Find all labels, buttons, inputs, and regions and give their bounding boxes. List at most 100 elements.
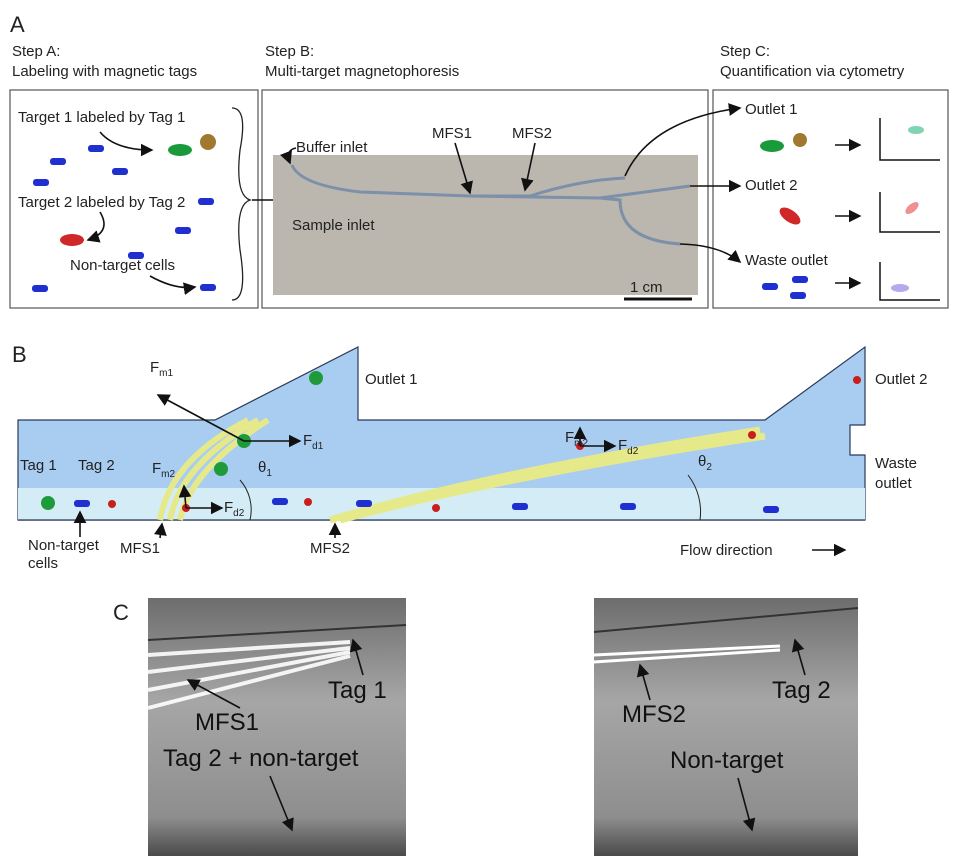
box bbox=[713, 90, 948, 308]
label: Outlet 2 bbox=[745, 177, 798, 194]
label: MFS1 bbox=[432, 125, 472, 142]
shape bbox=[620, 503, 636, 510]
label: Tag 2 + non-target bbox=[163, 745, 359, 772]
step-subtitle: Multi-target magnetophoresis bbox=[265, 63, 459, 80]
step-title: Step C: bbox=[720, 43, 770, 60]
label: Outlet 1 bbox=[365, 371, 418, 388]
shape bbox=[792, 276, 808, 283]
shape bbox=[748, 431, 756, 439]
shape bbox=[272, 498, 288, 505]
shape bbox=[356, 500, 372, 507]
panel-label: A bbox=[10, 12, 25, 37]
label-line: cells bbox=[28, 555, 58, 572]
subscript: 1 bbox=[266, 468, 272, 479]
label-line: Non-target bbox=[28, 537, 100, 554]
label: Non-targetcells bbox=[28, 537, 100, 572]
label: Waste outlet bbox=[875, 455, 917, 492]
label: Tag 2 bbox=[772, 677, 831, 704]
shape bbox=[880, 262, 940, 300]
shape bbox=[432, 504, 440, 512]
shape bbox=[763, 506, 779, 513]
shape bbox=[160, 524, 162, 538]
shape bbox=[908, 126, 924, 134]
symbol: F bbox=[152, 460, 161, 477]
panel-label: C bbox=[113, 600, 129, 625]
figure: A Step A: Labeling with magnetic tags St… bbox=[0, 0, 953, 856]
label: Buffer inlet bbox=[296, 139, 368, 156]
subscript: m2 bbox=[161, 469, 175, 480]
label-line: Waste bbox=[875, 455, 917, 472]
label: Flow direction bbox=[680, 542, 773, 559]
label: Target 2 labeled by Tag 2 bbox=[18, 194, 185, 211]
shape bbox=[200, 134, 216, 150]
shape bbox=[108, 500, 116, 508]
label: MFS1 bbox=[120, 540, 160, 557]
shape bbox=[168, 144, 192, 156]
symbol: θ bbox=[258, 459, 266, 476]
label: MFS2 bbox=[622, 701, 686, 728]
label: Tag 1 bbox=[20, 457, 57, 474]
scale-label: 1 cm bbox=[630, 279, 663, 296]
symbol: F bbox=[303, 432, 312, 449]
subscript: d2 bbox=[627, 446, 639, 457]
shape bbox=[128, 252, 144, 259]
shape bbox=[112, 168, 128, 175]
micrograph bbox=[148, 598, 406, 856]
label: Non-target bbox=[670, 747, 784, 774]
shape bbox=[74, 500, 90, 507]
label: MFS2 bbox=[310, 540, 350, 557]
subscript: d2 bbox=[233, 508, 245, 519]
shape bbox=[88, 145, 104, 152]
step-title: Step A: bbox=[12, 43, 60, 60]
panel-c: C Tag 1 MFS1 Tag 2 + non-target Tag 2 MF… bbox=[113, 598, 858, 856]
shape bbox=[32, 285, 48, 292]
shape bbox=[762, 283, 778, 290]
symbol: θ bbox=[698, 453, 706, 470]
label: Non-target cells bbox=[70, 257, 175, 274]
shape bbox=[309, 371, 323, 385]
subscript: d1 bbox=[312, 441, 324, 452]
symbol: F bbox=[150, 359, 159, 376]
label: Waste outlet bbox=[745, 252, 829, 269]
label-line: outlet bbox=[875, 475, 913, 492]
symbol: F bbox=[224, 499, 233, 516]
shape bbox=[790, 292, 806, 299]
shape bbox=[33, 179, 49, 186]
label: Outlet 1 bbox=[745, 101, 798, 118]
symbol: F bbox=[618, 437, 627, 454]
shape bbox=[777, 204, 804, 228]
shape bbox=[903, 200, 920, 216]
subscript: 2 bbox=[706, 462, 712, 473]
shape bbox=[60, 234, 84, 246]
step-subtitle: Labeling with magnetic tags bbox=[12, 63, 197, 80]
shape bbox=[880, 118, 940, 160]
shape bbox=[793, 133, 807, 147]
label: Tag 2 bbox=[78, 457, 115, 474]
label: MFS1 bbox=[195, 709, 259, 736]
label: MFS2 bbox=[512, 125, 552, 142]
shape bbox=[304, 498, 312, 506]
label: Target 1 labeled by Tag 1 bbox=[18, 109, 185, 126]
shape bbox=[175, 227, 191, 234]
step-title: Step B: bbox=[265, 43, 314, 60]
shape bbox=[50, 158, 66, 165]
shape bbox=[150, 276, 195, 288]
shape bbox=[200, 284, 216, 291]
label: Fm1 bbox=[150, 359, 174, 379]
symbol: F bbox=[565, 429, 574, 446]
label: Sample inlet bbox=[292, 217, 375, 234]
panel-a: A Step A: Labeling with magnetic tags St… bbox=[10, 12, 948, 308]
panel-label: B bbox=[12, 342, 27, 367]
shape bbox=[88, 212, 104, 240]
shape bbox=[214, 462, 228, 476]
label: Tag 1 bbox=[328, 677, 387, 704]
shape bbox=[760, 140, 784, 152]
label: Outlet 2 bbox=[875, 371, 928, 388]
shape bbox=[198, 198, 214, 205]
subscript: m1 bbox=[159, 368, 173, 379]
shape bbox=[41, 496, 55, 510]
shape bbox=[853, 376, 861, 384]
shape bbox=[512, 503, 528, 510]
subscript: m2 bbox=[574, 438, 588, 449]
shape bbox=[891, 284, 909, 292]
